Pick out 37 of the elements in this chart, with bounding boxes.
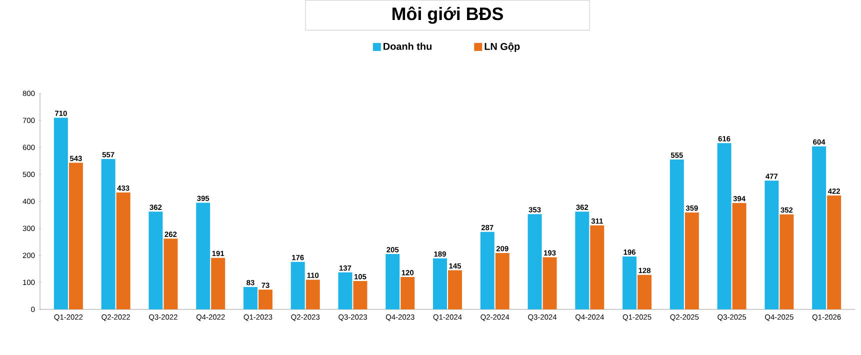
bar: [243, 286, 258, 310]
bar: [448, 270, 462, 310]
bar: [717, 142, 732, 310]
bar: [353, 280, 368, 310]
bar: [258, 289, 272, 310]
bar: [480, 232, 494, 310]
bar: [116, 192, 130, 310]
bar: [528, 214, 542, 310]
bar: [164, 238, 178, 310]
bar: [433, 258, 448, 310]
bar: [638, 274, 652, 310]
legend-label: LN Gộp: [484, 42, 520, 52]
bar: [764, 180, 779, 310]
bar: [68, 162, 83, 310]
bar: [338, 272, 352, 310]
bar: [54, 118, 68, 310]
bar: [196, 202, 210, 310]
bar: [590, 225, 604, 310]
legend-label: Doanh thu: [384, 42, 432, 50]
bar: [290, 262, 305, 310]
bar: [211, 258, 226, 310]
bar: [495, 252, 510, 310]
bar: [306, 280, 320, 310]
bar: [827, 195, 842, 310]
bar: [780, 214, 794, 310]
bar: [622, 256, 637, 310]
bar: [386, 254, 400, 310]
bar: [575, 211, 590, 310]
bar: [101, 158, 116, 310]
bar: [542, 257, 557, 310]
bar: [400, 276, 415, 310]
bar: [670, 159, 684, 310]
bar: [732, 202, 746, 310]
bar: [812, 146, 826, 310]
bar: [148, 211, 163, 310]
chart-title: Môi giới BĐS: [392, 6, 503, 24]
bar: [684, 212, 699, 310]
